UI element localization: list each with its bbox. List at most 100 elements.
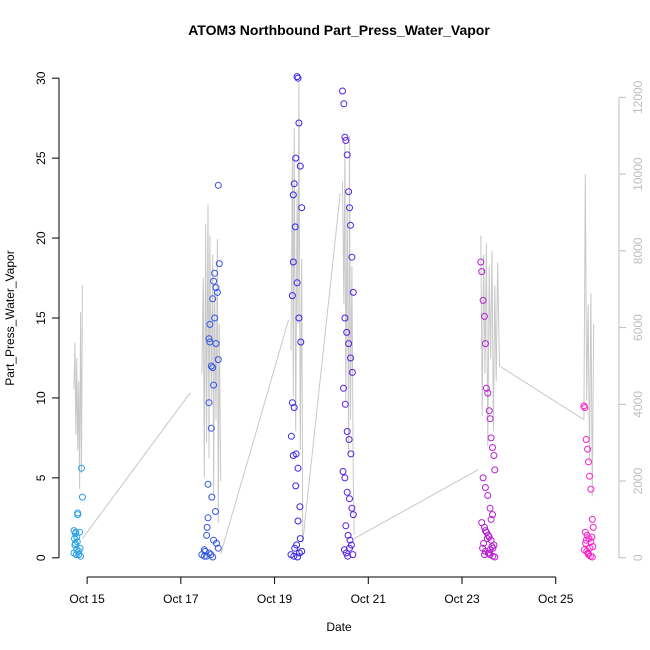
line-segment bbox=[302, 193, 341, 543]
x-tick-label: Oct 25 bbox=[538, 592, 574, 606]
data-point bbox=[346, 536, 354, 544]
data-point bbox=[291, 223, 299, 231]
x-axis-label: Date bbox=[326, 620, 352, 634]
data-point bbox=[214, 544, 222, 552]
data-point bbox=[481, 551, 488, 559]
data-point bbox=[288, 292, 296, 300]
data-point bbox=[348, 504, 356, 512]
data-point bbox=[296, 535, 304, 543]
data-point bbox=[585, 458, 592, 466]
data-point bbox=[205, 335, 213, 343]
x-tick-label: Oct 21 bbox=[351, 592, 387, 606]
data-point bbox=[489, 544, 497, 552]
y2-tick-label: 2000 bbox=[631, 467, 645, 494]
data-point bbox=[343, 328, 351, 336]
data-point bbox=[292, 154, 300, 162]
data-point bbox=[288, 399, 296, 407]
data-point bbox=[295, 549, 303, 557]
data-point bbox=[582, 436, 590, 443]
data-point bbox=[339, 87, 346, 95]
y2-tick-label: 4000 bbox=[631, 391, 645, 418]
data-point bbox=[298, 204, 306, 212]
data-point bbox=[201, 547, 209, 555]
y-tick-label: 5 bbox=[34, 474, 48, 481]
data-point bbox=[211, 269, 219, 277]
data-point bbox=[489, 511, 496, 519]
data-point bbox=[294, 517, 302, 525]
data-point bbox=[491, 553, 499, 561]
data-point bbox=[204, 480, 212, 488]
data-point bbox=[78, 464, 85, 472]
data-point bbox=[212, 508, 219, 515]
y2-tick-label: 6000 bbox=[631, 314, 645, 341]
data-point bbox=[484, 389, 492, 397]
data-point bbox=[479, 474, 487, 482]
data-point bbox=[295, 119, 303, 127]
y2-tick-label: 12000 bbox=[631, 80, 645, 114]
data-point bbox=[214, 356, 222, 364]
data-point bbox=[294, 464, 302, 472]
data-point bbox=[297, 338, 305, 346]
data-point bbox=[205, 399, 213, 407]
data-point bbox=[477, 258, 485, 266]
data-point bbox=[349, 288, 357, 296]
y-tick-label: 20 bbox=[34, 231, 48, 245]
data-point bbox=[481, 312, 488, 320]
data-point bbox=[296, 162, 304, 170]
data-point bbox=[75, 547, 83, 555]
line-segment bbox=[201, 204, 222, 524]
data-point bbox=[209, 364, 217, 372]
data-point bbox=[346, 544, 353, 552]
data-point bbox=[203, 531, 211, 539]
data-point bbox=[491, 466, 499, 474]
data-point bbox=[341, 400, 349, 408]
point-series bbox=[70, 73, 597, 561]
data-point bbox=[75, 551, 83, 559]
data-point bbox=[210, 381, 218, 389]
data-point bbox=[72, 528, 80, 536]
line-segment bbox=[480, 235, 500, 447]
y-tick-label: 15 bbox=[34, 311, 48, 325]
data-point bbox=[480, 539, 488, 547]
data-point bbox=[207, 424, 215, 432]
data-point bbox=[586, 544, 594, 552]
data-point bbox=[213, 288, 221, 296]
data-point bbox=[482, 384, 490, 392]
data-point bbox=[582, 536, 590, 544]
data-point bbox=[346, 495, 353, 503]
data-point bbox=[203, 523, 211, 531]
data-point bbox=[343, 428, 351, 435]
data-point bbox=[212, 340, 220, 348]
data-point bbox=[294, 553, 301, 561]
y2-tick-label: 10000 bbox=[631, 157, 645, 191]
data-point bbox=[478, 268, 486, 276]
data-point bbox=[584, 445, 592, 453]
data-point bbox=[342, 137, 350, 144]
data-point bbox=[346, 204, 353, 212]
line-segment bbox=[353, 469, 479, 540]
data-point bbox=[344, 531, 352, 539]
chart-title: ATOM3 Northbound Part_Press_Water_Vapor bbox=[188, 22, 490, 38]
data-point bbox=[287, 432, 295, 440]
data-point bbox=[296, 503, 304, 511]
data-point bbox=[205, 549, 213, 557]
data-point bbox=[588, 515, 596, 523]
data-point bbox=[289, 258, 297, 266]
data-point bbox=[587, 485, 595, 493]
data-point bbox=[73, 533, 81, 541]
data-point bbox=[349, 511, 357, 519]
data-point bbox=[208, 493, 216, 501]
data-point bbox=[207, 362, 215, 370]
data-point bbox=[211, 314, 219, 322]
right-axis-line-series bbox=[73, 81, 595, 555]
data-point bbox=[215, 260, 223, 268]
data-point bbox=[341, 474, 349, 482]
data-point bbox=[343, 151, 351, 159]
data-point bbox=[347, 354, 354, 362]
y-tick-label: 25 bbox=[34, 151, 48, 165]
data-point bbox=[339, 468, 347, 475]
data-point bbox=[481, 523, 488, 531]
data-point bbox=[582, 539, 590, 547]
data-point bbox=[293, 279, 301, 287]
data-point bbox=[213, 539, 220, 547]
